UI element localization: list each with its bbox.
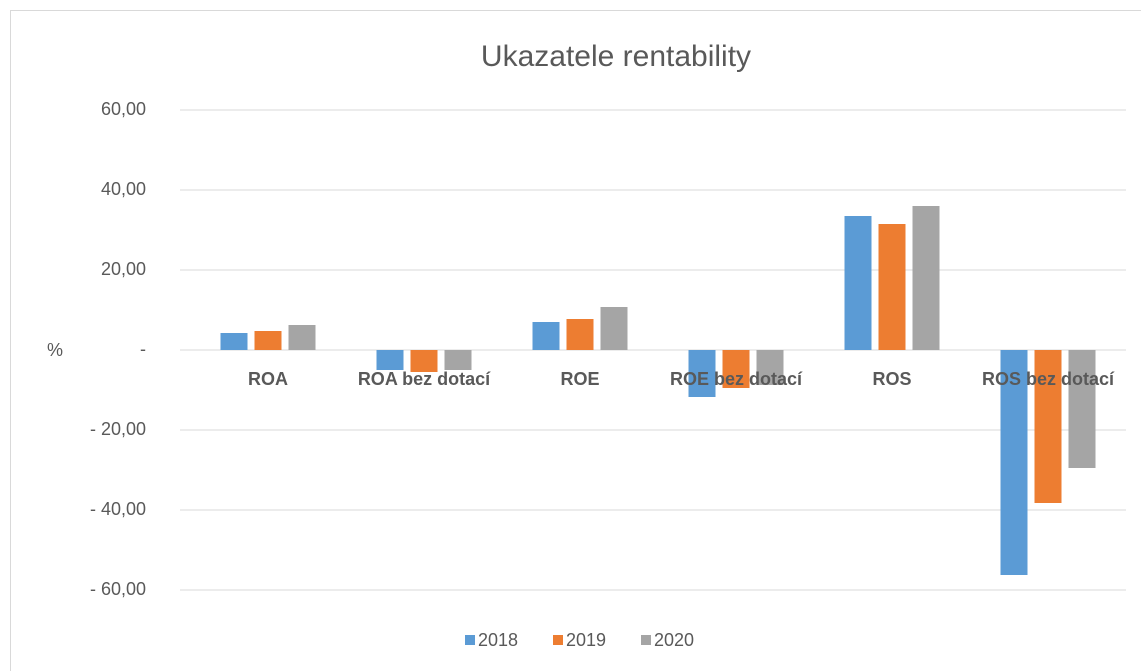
bar xyxy=(912,206,940,350)
legend-swatch xyxy=(641,635,651,645)
legend-label: 2019 xyxy=(566,630,606,650)
chart-title: Ukazatele rentability xyxy=(481,40,751,73)
x-tick-label: ROS xyxy=(872,369,911,389)
x-tick-label: ROE bez dotací xyxy=(670,369,803,389)
bar xyxy=(220,333,248,350)
y-tick-label: - 60,00 xyxy=(90,579,146,599)
y-tick-label: - xyxy=(140,339,146,359)
legend-swatch xyxy=(553,635,563,645)
bar xyxy=(1000,350,1028,575)
bar xyxy=(566,319,594,350)
legend-label: 2018 xyxy=(478,630,518,650)
y-tick-label: 40,00 xyxy=(101,179,146,199)
x-tick-label: ROE xyxy=(560,369,599,389)
bar xyxy=(532,322,560,350)
bar xyxy=(600,307,628,350)
bar xyxy=(688,350,716,397)
x-tick-label: ROA xyxy=(248,369,288,389)
bar xyxy=(844,216,872,350)
bar xyxy=(254,331,282,350)
legend-swatch xyxy=(465,635,475,645)
bar xyxy=(410,350,438,372)
bar xyxy=(1068,350,1096,468)
bar xyxy=(288,325,316,350)
y-tick-label: - 20,00 xyxy=(90,419,146,439)
y-axis-label: % xyxy=(47,340,63,360)
bar xyxy=(444,350,472,370)
y-tick-label: - 40,00 xyxy=(90,499,146,519)
bar xyxy=(722,350,750,388)
x-tick-label: ROS bez dotací xyxy=(982,369,1115,389)
bar xyxy=(376,350,404,370)
bar xyxy=(756,350,784,385)
bar xyxy=(878,224,906,350)
x-tick-label: ROA bez dotací xyxy=(358,369,491,389)
y-tick-label: 20,00 xyxy=(101,259,146,279)
legend-label: 2020 xyxy=(654,630,694,650)
bar xyxy=(1034,350,1062,503)
y-tick-label: 60,00 xyxy=(101,99,146,119)
